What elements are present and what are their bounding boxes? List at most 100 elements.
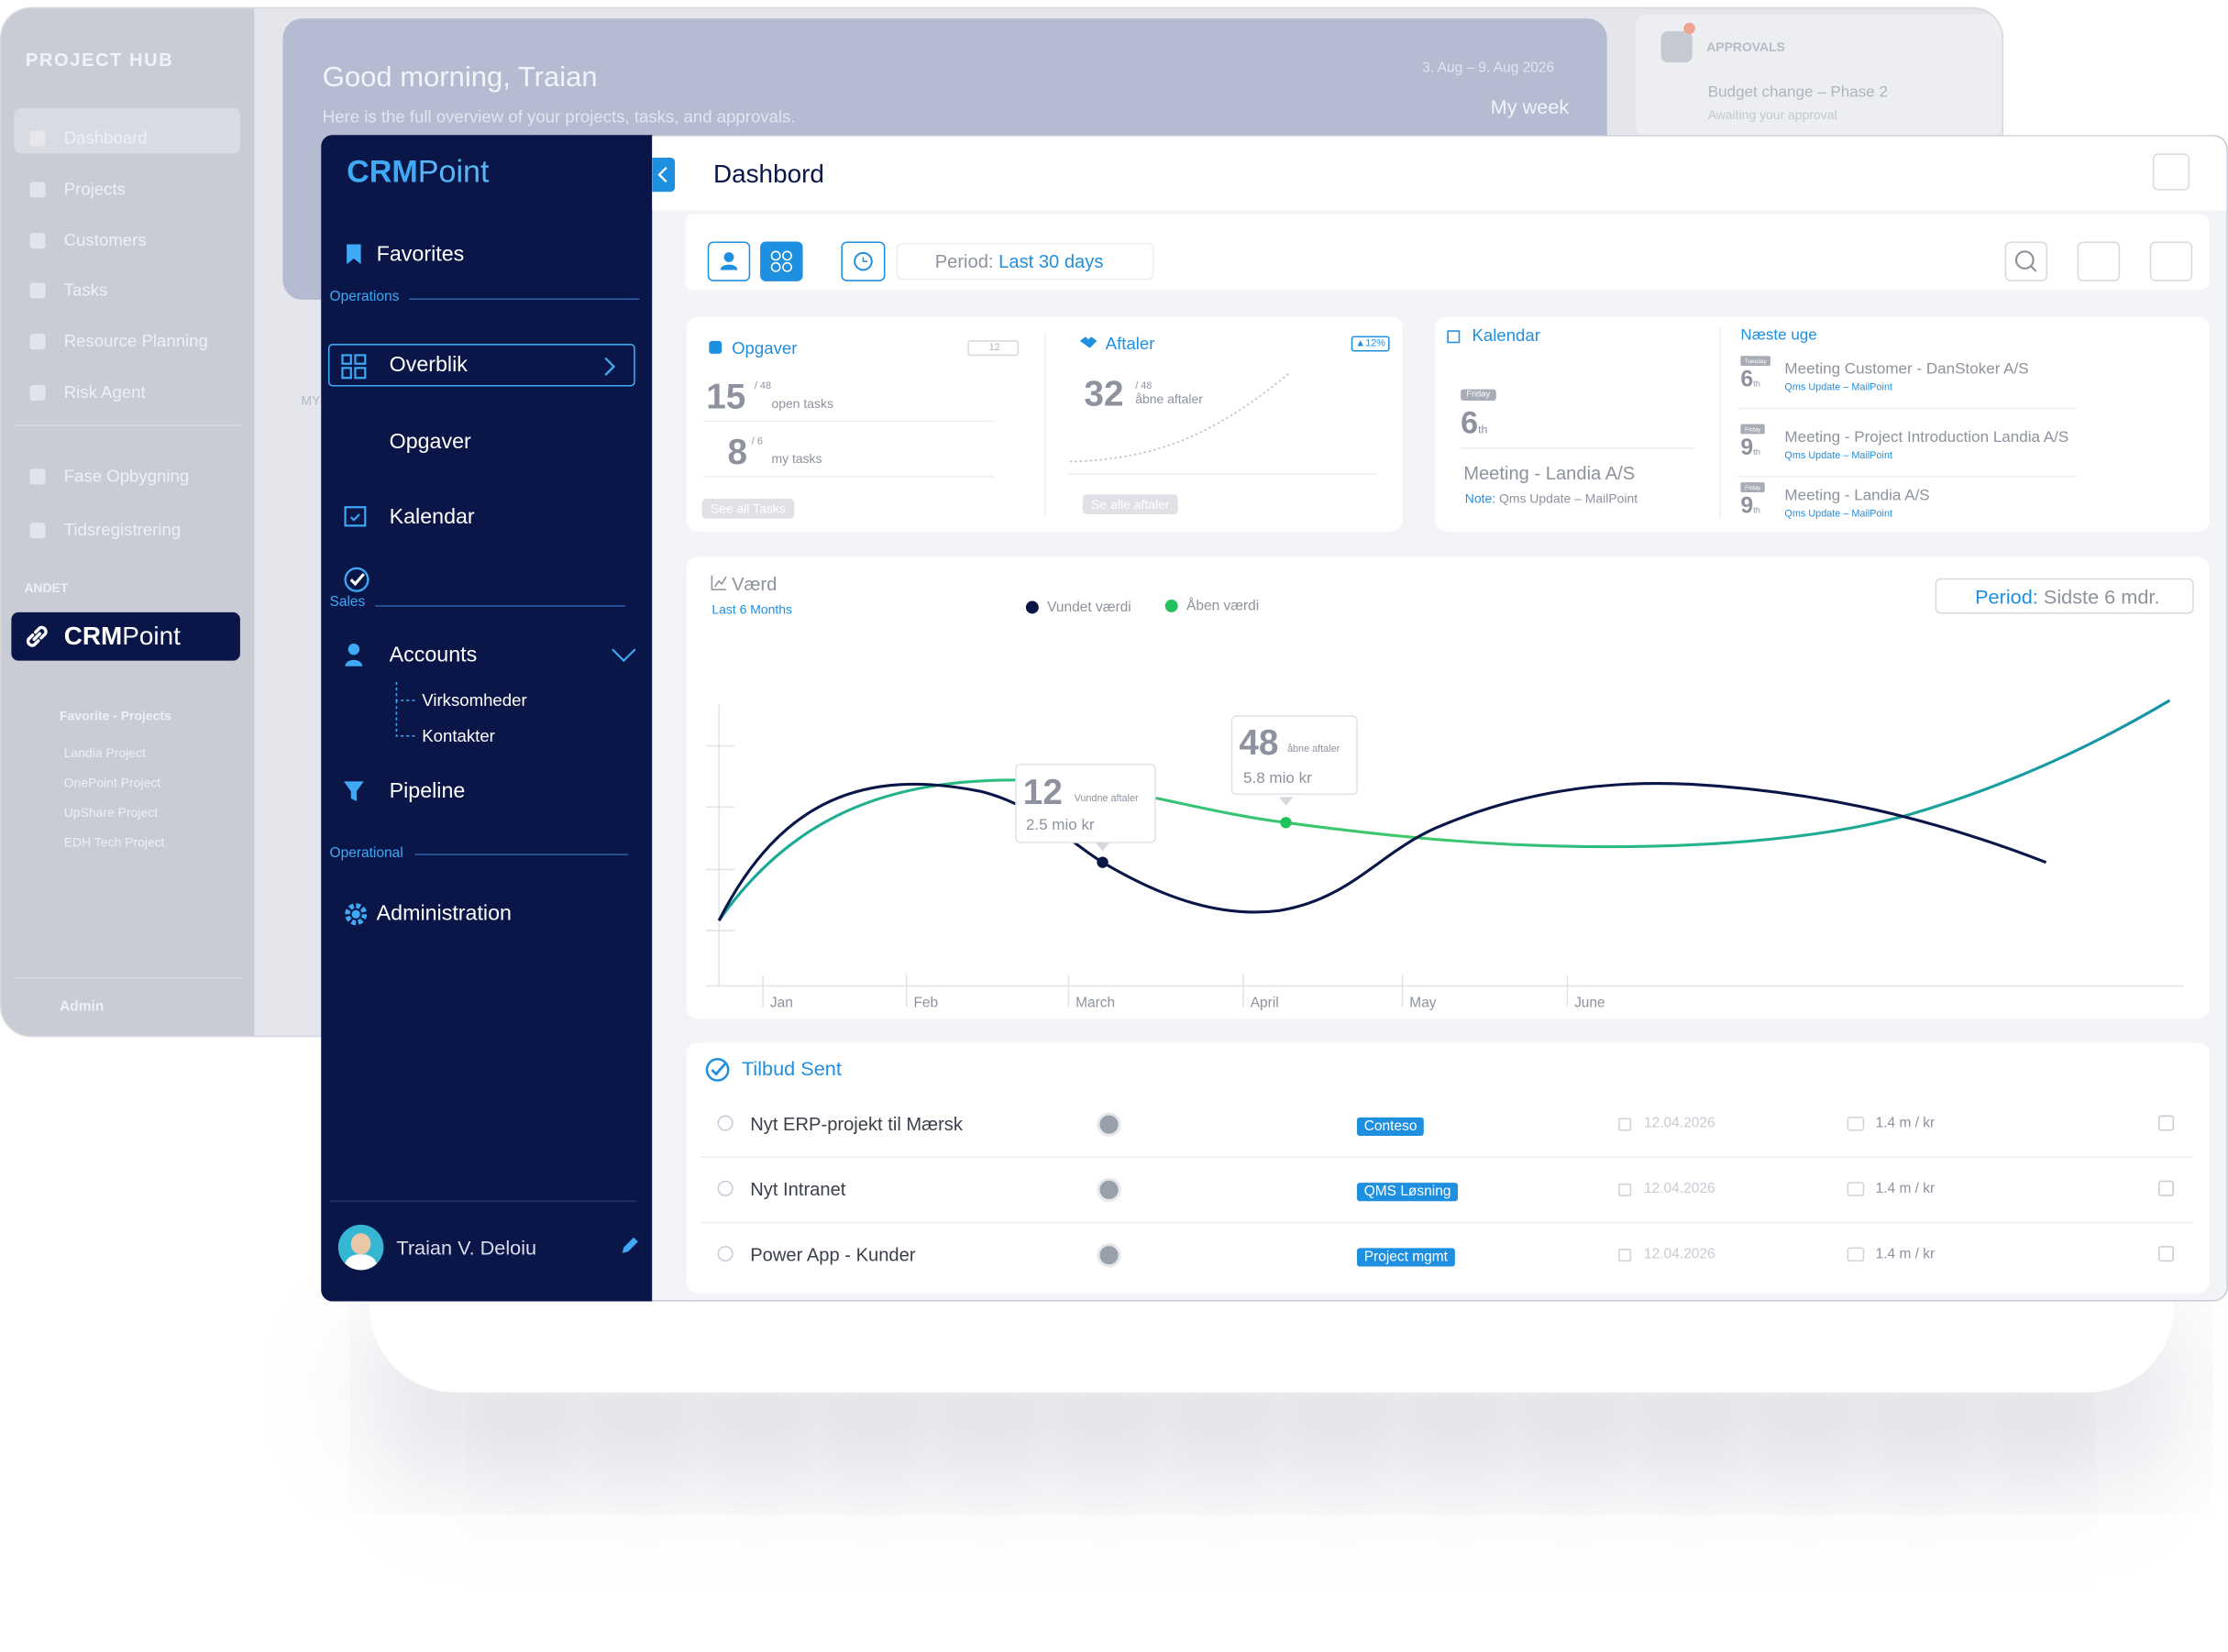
next-week-title: Næste uge — [1740, 326, 1817, 345]
bg-nav-item[interactable]: Customers — [63, 230, 147, 250]
tooltip-pointer — [1095, 842, 1110, 852]
card-separator — [1719, 327, 1721, 519]
bg-fav-item[interactable]: UpShare Project — [63, 805, 159, 820]
page-title: Dashbord — [712, 160, 824, 189]
sub-link[interactable]: Virksomheder — [422, 690, 527, 710]
settings-button[interactable] — [2152, 153, 2190, 191]
row-divider — [700, 1221, 2193, 1224]
divider — [1737, 407, 2077, 410]
tree-lines — [395, 681, 418, 737]
bg-nav-icon — [29, 130, 46, 147]
legend-label: Åben værdi — [1186, 599, 1260, 615]
bg-nav-item[interactable]: Resource Planning — [63, 331, 208, 351]
bg-fav-item[interactable]: Landia Project — [63, 745, 146, 761]
section-label: Operational — [329, 845, 403, 862]
period-value: Last 30 days — [998, 250, 1104, 272]
bg-subtitle: Here is the full overview of your projec… — [322, 106, 796, 127]
owner-avatar — [1097, 1242, 1121, 1268]
bg-admin[interactable]: Admin — [60, 999, 105, 1016]
next-date: 6th — [1740, 368, 1760, 393]
administration-link[interactable]: Administration — [376, 901, 512, 926]
next-day: Tuesday — [1740, 356, 1771, 367]
bg-nav-item[interactable]: Tasks — [63, 280, 108, 300]
bg-brand: PROJECT HUB — [25, 49, 174, 71]
grid-view-button[interactable] — [760, 241, 803, 281]
bg-nav-item[interactable]: Dashboard — [63, 127, 148, 149]
nav-item[interactable]: Opgaver — [389, 429, 471, 455]
period-filter[interactable] — [896, 242, 1154, 281]
bg-section: ANDET — [24, 580, 69, 596]
section-label: Sales — [329, 594, 366, 611]
check-icon — [344, 567, 369, 592]
history-button[interactable] — [841, 241, 886, 281]
star-icon[interactable] — [717, 1180, 733, 1196]
filter-button[interactable] — [2077, 241, 2121, 281]
my-tasks-total: / 6 — [751, 436, 763, 447]
see-all-meetings[interactable]: Se alle aftaler — [1082, 494, 1178, 514]
favorites-link[interactable]: Favorites — [376, 242, 465, 267]
export-button[interactable] — [2149, 241, 2193, 281]
bg-fav-title: Favorite - Projects — [60, 709, 171, 723]
bg-nav-item[interactable]: Fase Opbygning — [63, 466, 190, 486]
pipeline-link[interactable]: Pipeline — [389, 779, 466, 804]
tooltip-label: Vundne aftaler — [1075, 793, 1139, 804]
next-day: Friday — [1740, 424, 1765, 435]
bg-nav-icon — [29, 282, 46, 299]
edit-icon[interactable] — [620, 1236, 640, 1256]
funnel-icon — [344, 781, 364, 802]
owner-avatar — [1097, 1112, 1121, 1137]
offer-date: 12.04.2026 — [1644, 1246, 1715, 1262]
search-button[interactable] — [2004, 241, 2048, 281]
nav-item[interactable]: Overblik — [389, 353, 468, 378]
tooltip-amount: 5.8 mio kr — [1243, 769, 1312, 787]
edit-button[interactable] — [2157, 1246, 2175, 1262]
bg-divider — [14, 424, 242, 426]
chart-period-label: Period: — [1975, 585, 2038, 609]
chart-period-filter[interactable] — [1935, 578, 2194, 614]
star-icon[interactable] — [717, 1246, 733, 1262]
next-date: 9th — [1740, 494, 1760, 520]
day-date: 6 — [1461, 404, 1479, 441]
star-icon[interactable] — [717, 1115, 733, 1131]
chart-period-value: Sidste 6 mdr. — [2043, 585, 2160, 609]
bg-fav-item[interactable]: EDH Tech Project — [63, 835, 165, 850]
avatar-face — [350, 1233, 371, 1255]
bg-nav-item[interactable]: Projects — [63, 179, 126, 199]
offers-card: Tilbud Sent Nyt ERP-projekt til Mærsk Con… — [686, 1042, 2210, 1294]
bg-approvals: APPROVALS Budget change – Phase 2 Awaiti… — [1635, 14, 2002, 137]
offer-name: Power App - Kunder — [750, 1243, 916, 1266]
amount-icon — [1847, 1117, 1865, 1131]
background-sidebar: PROJECT HUB Dashboard Projects Customers Ta… — [1, 8, 255, 1036]
sub-link[interactable]: Kontakter — [422, 725, 495, 746]
accounts-link[interactable]: Accounts — [389, 643, 478, 667]
offer-amount: 1.4 m / kr — [1875, 1116, 1936, 1132]
won-value-line — [717, 781, 2047, 921]
overview-icon — [341, 354, 367, 380]
bg-nav-item[interactable]: Risk Agent — [63, 381, 146, 402]
won-point[interactable] — [1097, 856, 1108, 868]
tooltip-label: åbne aftaler — [1287, 743, 1340, 754]
offer-name: Nyt Intranet — [750, 1178, 846, 1200]
tooltip-value: 48 — [1239, 723, 1278, 763]
next-date: 9th — [1740, 436, 1760, 462]
bg-nav-icon — [29, 182, 46, 198]
collapse-toggle[interactable] — [652, 158, 676, 193]
edit-button[interactable] — [2157, 1180, 2175, 1196]
open-point[interactable] — [1280, 817, 1292, 829]
bg-fav-item[interactable]: OnePoint Project — [63, 776, 161, 790]
bg-app-link[interactable] — [11, 611, 240, 661]
approvals-title: APPROVALS — [1706, 39, 1785, 54]
edit-button[interactable] — [2157, 1115, 2175, 1131]
sidebar: CRMPoint Favorites Operations Overblik Op… — [321, 135, 653, 1302]
bg-nav-item[interactable]: Tidsregistrering — [63, 520, 182, 540]
note-label: Note: — [1464, 491, 1496, 506]
next-date-suffix: th — [1753, 448, 1760, 458]
approval-status: Awaiting your approval — [1707, 107, 1837, 123]
nav-item[interactable]: Kalendar — [389, 504, 475, 530]
user-view-button[interactable] — [707, 241, 751, 281]
meetings-trend: ▲12% — [1351, 336, 1390, 352]
calendar-icon — [344, 506, 367, 527]
see-all-tasks[interactable]: See all Tasks — [701, 498, 795, 519]
day-suffix: th — [1478, 423, 1488, 436]
period-text: Period: Last 30 days — [935, 251, 1104, 272]
